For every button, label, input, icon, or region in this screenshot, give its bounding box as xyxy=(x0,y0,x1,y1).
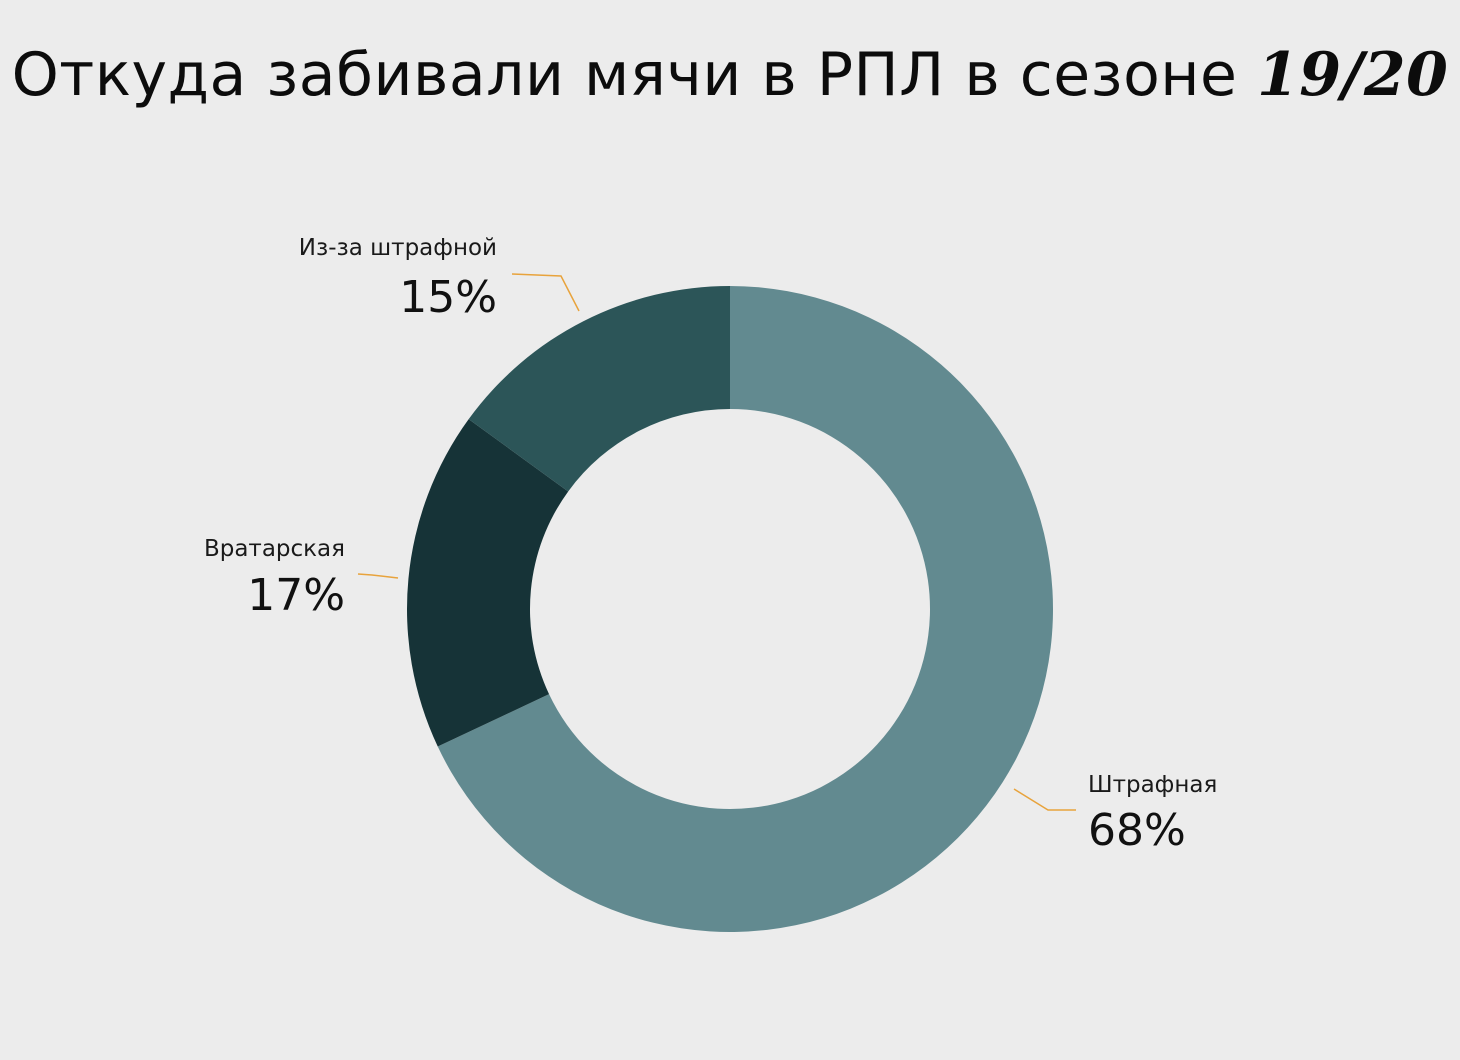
slice-2 xyxy=(406,419,569,747)
slice-label-value-3: 15% xyxy=(399,272,497,323)
leader-line-2 xyxy=(357,573,399,579)
chart-title: Откуда забивали мячи в РПЛ в сезоне 19/2… xyxy=(0,40,1460,110)
donut-slices xyxy=(406,286,1054,932)
slice-label-name-1: Штрафная xyxy=(1088,772,1217,798)
slice-3 xyxy=(468,286,730,492)
slice-label-value-2: 17% xyxy=(247,570,345,621)
donut-labels: Штрафная 68% Вратарская 17% Из-за штрафной 15… xyxy=(204,235,1217,856)
slice-label-name-3: Из-за штрафной xyxy=(299,235,497,261)
chart-title-season: 19/20 xyxy=(1257,40,1449,110)
slice-label-value-1: 68% xyxy=(1088,805,1186,856)
leader-line-3 xyxy=(511,273,580,312)
slice-1 xyxy=(437,286,1054,932)
leader-line-1 xyxy=(1013,788,1076,811)
chart-title-text: Откуда забивали мячи в РПЛ в сезоне xyxy=(11,40,1238,110)
slice-label-name-2: Вратарская xyxy=(204,536,345,562)
